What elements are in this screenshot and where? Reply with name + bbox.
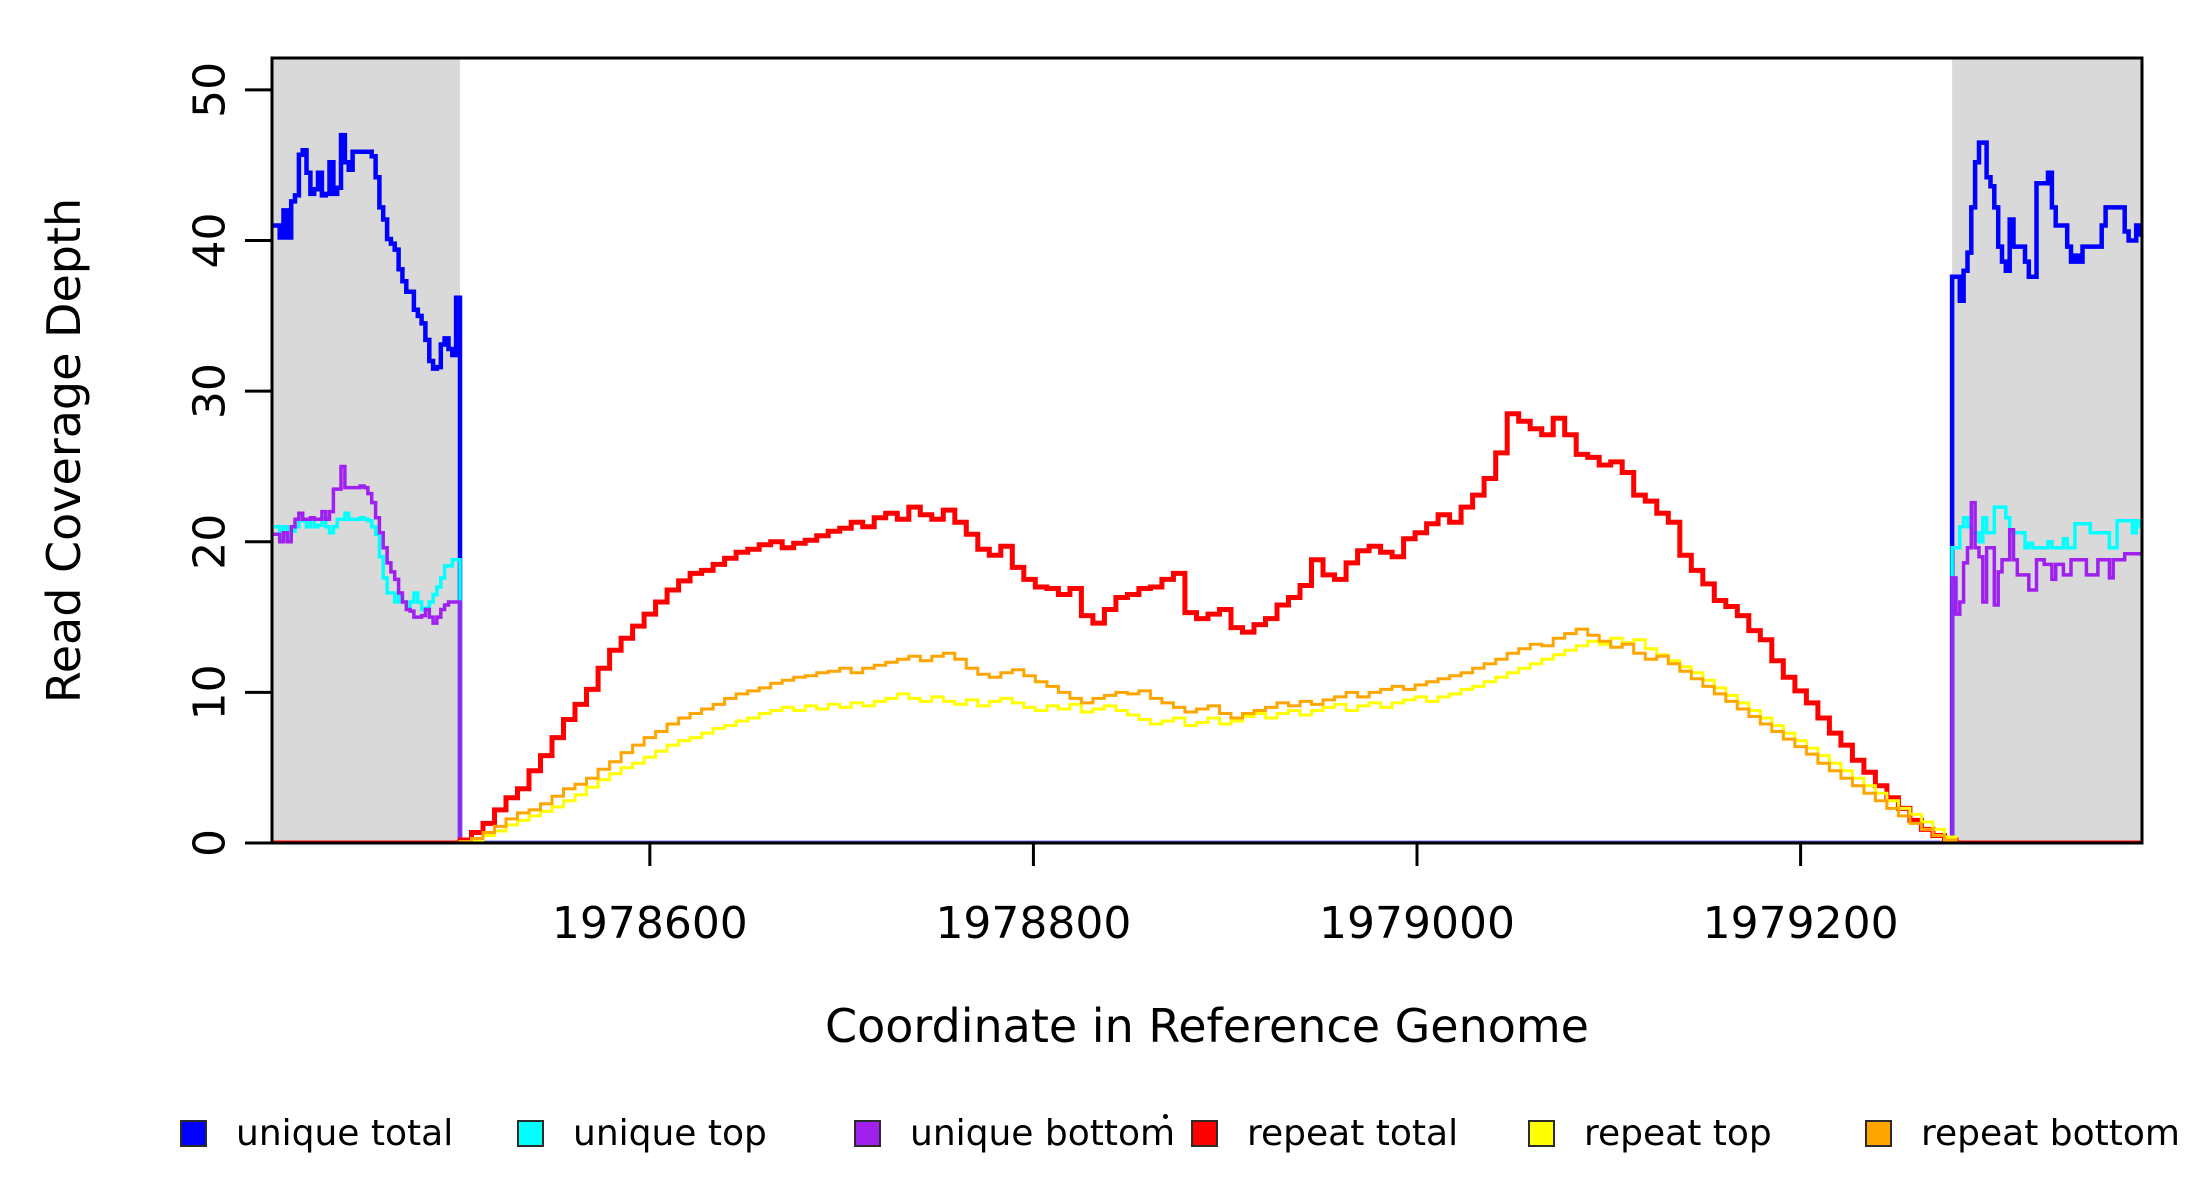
x-tick-label: 1978800 [935, 898, 1131, 949]
x-tick-label: 1978600 [552, 898, 748, 949]
legend-item-repeat-top: repeat top [1528, 1106, 1772, 1160]
legend-label: repeat bottom [1921, 1112, 2180, 1154]
x-tick-label: 1979200 [1703, 898, 1899, 949]
legend-swatch-repeat-top [1528, 1119, 1555, 1147]
y-tick-label: 50 [185, 62, 236, 118]
x-tick-label: 1979000 [1319, 898, 1515, 949]
legend-swatch-repeat-bottom [1865, 1119, 1892, 1147]
series-unique-total [272, 132, 2142, 843]
legend-swatch-unique-bottom [854, 1119, 881, 1147]
shaded-region [1952, 58, 2142, 843]
legend-label: unique bottom [910, 1112, 1176, 1154]
shaded-region [272, 58, 460, 843]
series-repeat-top [272, 636, 2142, 843]
y-axis-title: Read Coverage Depth [37, 198, 91, 703]
y-tick-label: 30 [185, 363, 236, 419]
series-unique-top [272, 505, 2142, 843]
legend-item-repeat-total: repeat total [1191, 1106, 1458, 1160]
legend-item-repeat-bottom: repeat bottom [1865, 1106, 2180, 1160]
legend-label: unique top [573, 1112, 767, 1154]
series-repeat-bottom [272, 627, 2142, 843]
legend-label: repeat total [1247, 1112, 1459, 1154]
series-unique-bottom [272, 464, 2142, 843]
legend-label: repeat top [1584, 1112, 1772, 1154]
legend-swatch-unique-total [180, 1119, 207, 1147]
legend-item-unique-total: unique total [180, 1106, 453, 1160]
plot-border [270, 56, 2144, 845]
legend-swatch-repeat-total [1191, 1119, 1218, 1147]
y-tick-label: 40 [185, 213, 236, 269]
x-axis-title: Coordinate in Reference Genome [825, 999, 1589, 1053]
y-tick-label: 10 [185, 664, 236, 720]
y-tick-label: 20 [185, 514, 236, 570]
stray-dot [1163, 1114, 1168, 1119]
series-repeat-total [272, 411, 2142, 843]
legend-item-unique-bottom: unique bottom [854, 1106, 1175, 1160]
y-tick-label: 0 [185, 829, 236, 857]
legend-label: unique total [236, 1112, 454, 1154]
legend-swatch-unique-top [517, 1119, 544, 1147]
legend-item-unique-top: unique top [517, 1106, 767, 1160]
